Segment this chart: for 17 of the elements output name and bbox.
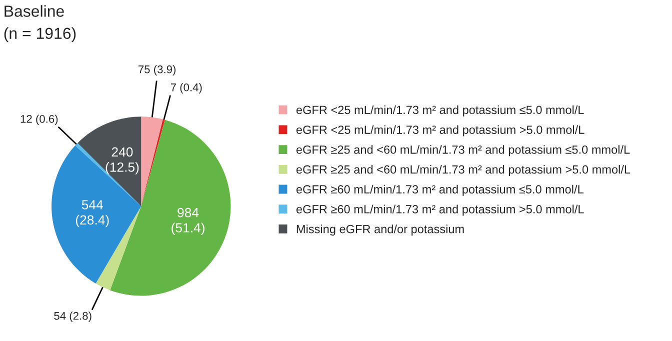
legend-label: eGFR <25 mL/min/1.73 m² and potassium ≤5.0 mmol/L [296, 105, 584, 116]
data-label: 984 (51.4) [172, 208, 204, 236]
data-label: 544 (28.4) [76, 200, 109, 228]
chart-subtitle: (n = 1916) [4, 27, 76, 42]
data-label: 12 (0.6) [20, 114, 58, 126]
legend-label: eGFR ≥25 and <60 mL/min/1.73 m² and potassium ≤5.0 mmol/L [296, 145, 630, 156]
data-label: 75 (3.9) [138, 65, 176, 76]
data-label: 240 (12.5) [106, 147, 139, 174]
legend-label: eGFR <25 mL/min/1.73 m² and potassium >5.0 mmol/L [296, 125, 584, 136]
legend-label: eGFR ≥25 and <60 mL/min/1.73 m² and potassium >5.0 mmol/L [296, 164, 630, 176]
data-label: 54 (2.8) [54, 312, 92, 322]
chart-title: Baseline [4, 5, 64, 17]
legend-label: Missing eGFR and/or potassium [296, 224, 464, 236]
legend-label: eGFR ≥60 mL/min/1.73 m² and potassium >5.0 mmol/L [296, 204, 584, 216]
data-label: 7 (0.4) [170, 83, 202, 94]
legend-label: eGFR ≥60 mL/min/1.73 m² and potassium ≤5.0 mmol/L [296, 184, 584, 196]
pie-slice [52, 146, 142, 284]
